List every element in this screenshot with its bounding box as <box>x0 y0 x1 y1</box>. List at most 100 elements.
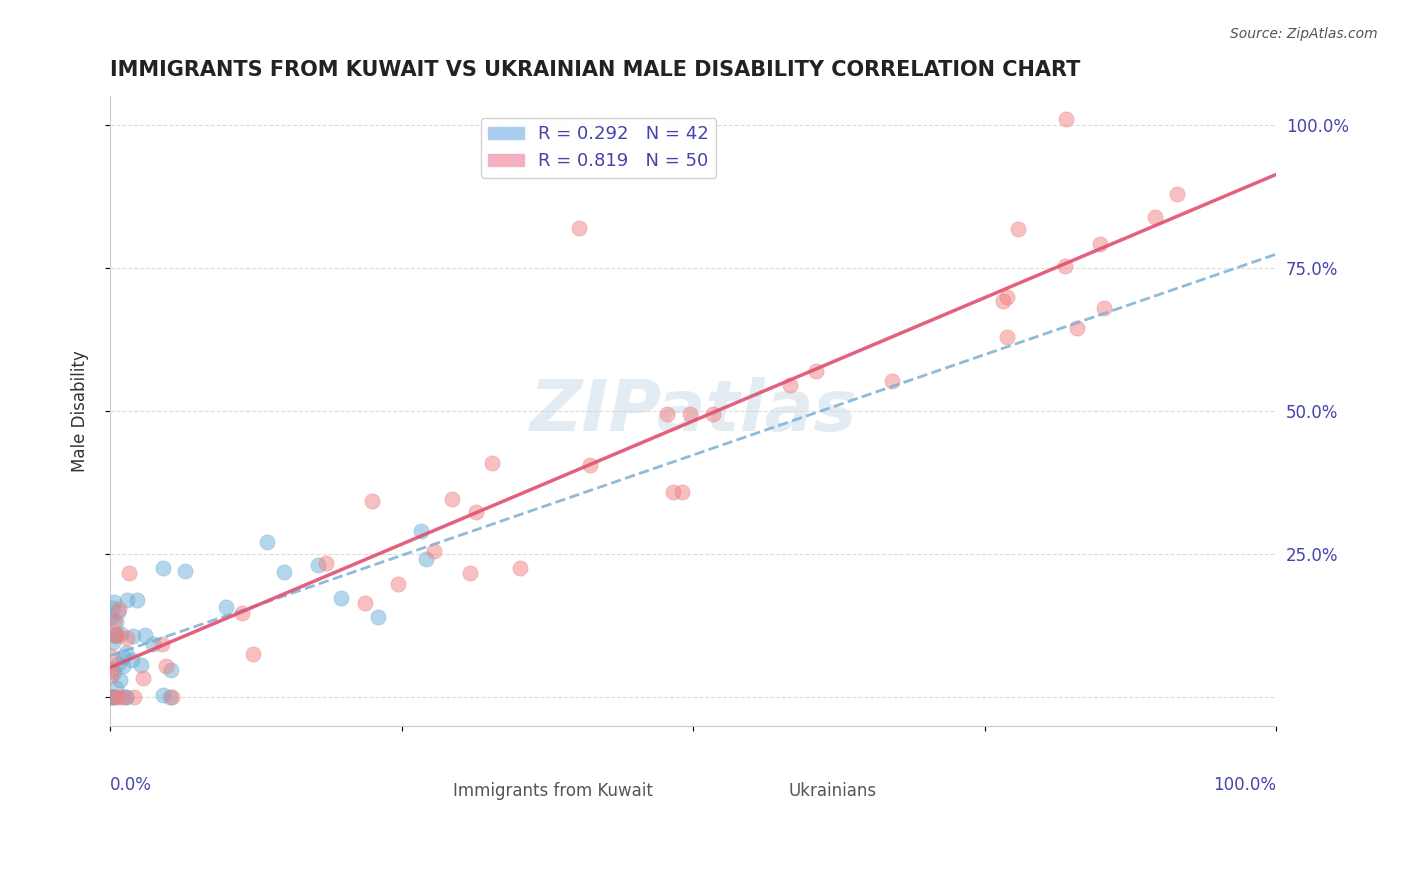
Point <box>101 601 124 615</box>
Point <box>671 484 693 499</box>
Point <box>105 628 128 642</box>
Point <box>108 602 131 616</box>
Text: Source: ZipAtlas.com: Source: ZipAtlas.com <box>1230 27 1378 41</box>
Point <box>1088 237 1111 252</box>
Point <box>103 595 125 609</box>
Text: Immigrants from Kuwait: Immigrants from Kuwait <box>453 782 654 800</box>
Point <box>112 659 135 673</box>
Point <box>409 524 432 539</box>
Point <box>1007 222 1029 236</box>
Point <box>105 629 128 643</box>
Point <box>121 653 143 667</box>
Point <box>115 646 138 660</box>
Point <box>242 647 264 661</box>
Point <box>354 596 377 610</box>
Point <box>122 690 145 705</box>
Point <box>103 614 125 628</box>
Point <box>465 505 488 519</box>
Point <box>107 690 129 705</box>
Point <box>105 615 128 629</box>
Point <box>481 456 503 470</box>
Point <box>105 681 128 696</box>
Point <box>568 221 591 235</box>
Point <box>215 600 238 615</box>
Point <box>509 561 531 575</box>
Point <box>440 491 463 506</box>
Point <box>125 593 148 607</box>
Point <box>387 577 409 591</box>
Point <box>111 649 134 664</box>
Point <box>360 494 382 508</box>
Point <box>114 690 136 705</box>
Point <box>679 408 702 422</box>
Point <box>101 690 124 705</box>
FancyBboxPatch shape <box>710 776 792 801</box>
Point <box>152 561 174 575</box>
Point <box>423 544 446 558</box>
Point <box>122 629 145 643</box>
Point <box>307 558 329 572</box>
Text: 0.0%: 0.0% <box>110 776 152 794</box>
Point <box>100 690 122 705</box>
Point <box>103 628 125 642</box>
Point <box>655 407 678 421</box>
Point <box>415 552 437 566</box>
Point <box>108 673 131 687</box>
Point <box>107 657 129 671</box>
Point <box>111 690 134 705</box>
Point <box>1054 112 1077 127</box>
Point <box>702 408 724 422</box>
Point <box>150 637 173 651</box>
Point <box>367 610 389 624</box>
Point <box>101 634 124 648</box>
Point <box>1166 186 1188 201</box>
Text: 100.0%: 100.0% <box>1213 776 1277 794</box>
Text: IMMIGRANTS FROM KUWAIT VS UKRAINIAN MALE DISABILITY CORRELATION CHART: IMMIGRANTS FROM KUWAIT VS UKRAINIAN MALE… <box>110 60 1080 79</box>
Point <box>152 688 174 702</box>
Point <box>118 566 141 581</box>
Point <box>231 606 253 620</box>
Point <box>1066 320 1088 334</box>
Point <box>779 378 801 392</box>
Point <box>101 690 124 705</box>
Point <box>804 364 827 378</box>
Point <box>1092 301 1115 316</box>
Text: ZIPatlas: ZIPatlas <box>530 376 856 446</box>
Point <box>160 663 183 677</box>
Point <box>134 628 156 642</box>
Point <box>131 658 153 673</box>
Point <box>142 637 165 651</box>
Point <box>155 659 177 673</box>
Point <box>107 605 129 619</box>
Point <box>159 690 181 705</box>
Y-axis label: Male Disability: Male Disability <box>72 351 89 472</box>
FancyBboxPatch shape <box>430 776 512 801</box>
Point <box>997 329 1019 343</box>
Point <box>101 662 124 676</box>
Point <box>991 293 1014 308</box>
Point <box>100 669 122 683</box>
Point <box>661 485 683 500</box>
Point <box>1054 259 1077 273</box>
Point <box>315 556 337 570</box>
Point <box>160 690 183 705</box>
Point <box>115 690 138 705</box>
Point <box>1144 210 1167 224</box>
Point <box>882 375 904 389</box>
Point <box>100 649 122 664</box>
Point <box>100 610 122 624</box>
Point <box>174 565 197 579</box>
Point <box>995 289 1018 303</box>
Point <box>110 626 132 640</box>
Point <box>458 566 481 581</box>
Point <box>273 566 295 580</box>
Legend: R = 0.292   N = 42, R = 0.819   N = 50: R = 0.292 N = 42, R = 0.819 N = 50 <box>481 118 716 178</box>
Text: Ukrainians: Ukrainians <box>789 782 877 800</box>
Point <box>115 632 138 646</box>
Point <box>329 591 352 605</box>
Point <box>103 665 125 680</box>
Point <box>579 458 602 473</box>
Point <box>100 690 122 705</box>
Point <box>115 593 138 607</box>
Point <box>103 690 125 705</box>
